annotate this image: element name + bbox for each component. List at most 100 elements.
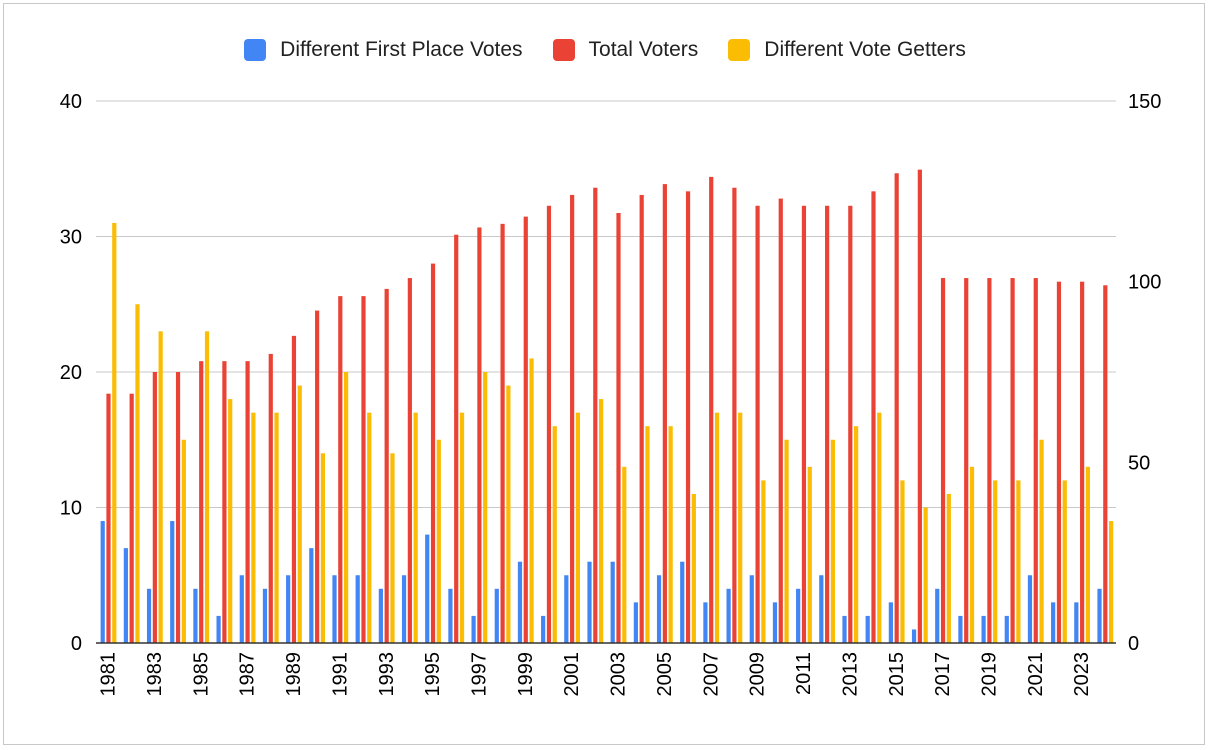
bar-different-vote-getters (969, 466, 975, 643)
x-axis-tick-label: 1995 (422, 652, 444, 697)
x-axis-tick-label: 1985 (190, 652, 212, 697)
bar-different-vote-getters (993, 480, 998, 643)
bar-different-vote-getters (320, 453, 326, 643)
bar-different-first-place-votes (517, 561, 523, 643)
left-axis-tick-label: 10 (60, 498, 82, 520)
bar-total-voters (384, 288, 389, 643)
bar-different-first-place-votes (1074, 602, 1079, 643)
x-axis-tick-label: 1991 (329, 652, 351, 697)
bar-total-voters (825, 205, 830, 643)
bar-different-vote-getters (274, 412, 279, 643)
bar-different-first-place-votes (680, 561, 685, 643)
bar-different-vote-getters (622, 466, 627, 643)
bar-total-voters (1010, 278, 1015, 643)
x-axis-tick-label: 1983 (144, 652, 166, 697)
bar-total-voters (987, 278, 992, 643)
legend-label-first-place: Different First Place Votes (280, 38, 523, 61)
bar-different-vote-getters (738, 412, 743, 643)
bar-different-vote-getters (135, 304, 140, 643)
bar-different-vote-getters (691, 493, 696, 643)
bar-different-first-place-votes (958, 615, 963, 643)
bar-total-voters (940, 278, 946, 643)
x-axis-tick-label: 2017 (932, 652, 954, 697)
x-axis-tick-label: 1987 (237, 652, 259, 697)
bar-different-vote-getters (645, 426, 650, 643)
bar-different-vote-getters (877, 412, 882, 643)
x-axis-tick-label: 1993 (376, 652, 398, 697)
bar-different-first-place-votes (146, 588, 152, 643)
left-axis-tick-label: 40 (60, 91, 82, 113)
bar-different-vote-getters (112, 222, 117, 643)
bar-total-voters (848, 205, 853, 643)
bar-different-vote-getters (344, 372, 349, 643)
bar-different-vote-getters (436, 439, 441, 643)
right-axis-tick-label: 50 (1128, 452, 1150, 474)
bar-total-voters (245, 361, 250, 643)
legend-swatch-total-voters (552, 39, 575, 61)
bar-total-voters (755, 205, 760, 643)
bar-different-first-place-votes (123, 548, 128, 643)
bar-total-voters (570, 194, 575, 644)
bar-different-vote-getters (529, 358, 534, 643)
x-axis-tick-label: 2005 (654, 652, 676, 697)
bar-total-voters (662, 184, 667, 643)
x-axis-tick-label: 2019 (979, 652, 1001, 697)
bar-different-first-place-votes (772, 602, 778, 643)
bar-total-voters (291, 335, 297, 643)
bar-different-first-place-votes (193, 588, 198, 643)
bar-different-first-place-votes (216, 615, 221, 643)
bar-different-vote-getters (599, 399, 604, 643)
x-axis-tick-label: 1989 (283, 652, 305, 697)
right-axis-tick-label: 0 (1128, 633, 1139, 655)
bar-different-first-place-votes (1004, 615, 1009, 643)
bar-different-first-place-votes (239, 575, 244, 643)
bar-total-voters (685, 191, 691, 644)
bar-total-voters (1103, 285, 1108, 643)
bar-different-vote-getters (181, 439, 186, 643)
bar-different-vote-getters (1062, 480, 1067, 643)
bar-different-vote-getters (297, 385, 302, 643)
bar-different-first-place-votes (842, 615, 847, 643)
bar-different-first-place-votes (378, 588, 383, 643)
bar-different-first-place-votes (425, 534, 430, 643)
bar-total-voters (106, 393, 111, 643)
right-axis-tick-label: 100 (1128, 272, 1161, 294)
bar-total-voters (964, 278, 969, 643)
bar-different-vote-getters (552, 426, 557, 643)
bar-different-vote-getters (204, 331, 210, 643)
bar-different-vote-getters (923, 507, 928, 643)
bar-different-first-place-votes (819, 575, 824, 643)
bar-total-voters (871, 191, 876, 644)
legend-item-vote-getters[interactable]: Different Vote Getters (728, 38, 966, 62)
x-axis-tick-label: 2011 (793, 652, 815, 695)
bar-total-voters (152, 372, 157, 643)
bar-total-voters (500, 223, 505, 643)
bar-different-vote-getters (784, 439, 789, 643)
bar-different-first-place-votes (286, 575, 291, 643)
bar-different-vote-getters (483, 372, 488, 643)
bar-total-voters (778, 198, 783, 643)
bar-total-voters (546, 205, 552, 643)
bar-total-voters (430, 263, 436, 643)
legend-item-total-voters[interactable]: Total Voters (552, 38, 698, 62)
x-axis-tick-label: 2001 (561, 652, 583, 697)
bar-different-first-place-votes (564, 575, 569, 643)
bar-different-vote-getters (761, 480, 766, 643)
legend-item-first-place[interactable]: Different First Place Votes (244, 38, 523, 62)
bar-different-vote-getters (575, 412, 581, 643)
bar-different-vote-getters (367, 412, 372, 643)
x-axis-tick-label: 1997 (469, 652, 491, 697)
bar-different-first-place-votes (749, 575, 754, 643)
bar-different-first-place-votes (355, 575, 360, 643)
bar-different-vote-getters (1016, 480, 1021, 643)
bar-different-first-place-votes (100, 521, 105, 643)
x-axis-tick-label: 2009 (747, 652, 769, 697)
x-axis-tick-label: 2007 (700, 652, 722, 697)
bar-different-first-place-votes (1051, 602, 1056, 643)
legend: Different First Place Votes Total Voters… (0, 38, 1210, 62)
bar-different-vote-getters (251, 412, 256, 643)
x-axis-tick-label: 2015 (886, 652, 908, 697)
bar-different-first-place-votes (656, 575, 662, 643)
bar-total-voters (477, 227, 482, 643)
